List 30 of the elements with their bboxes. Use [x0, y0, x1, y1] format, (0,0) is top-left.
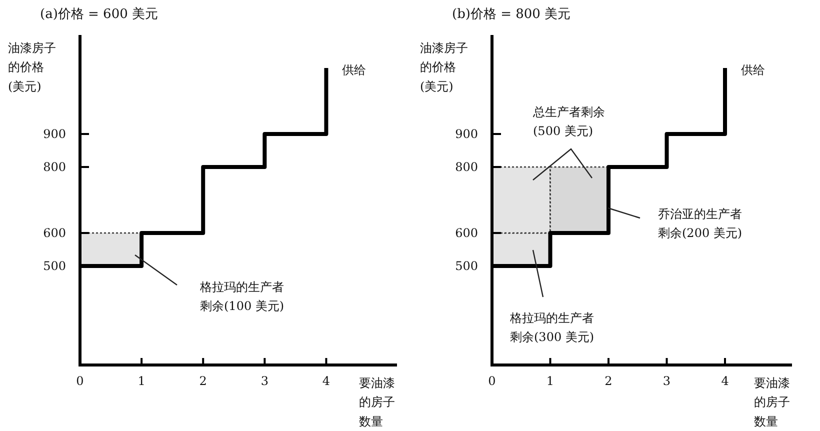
annotation: 乔治亚的生产者剩余(200 美元)	[658, 207, 742, 240]
xtick: 4	[721, 374, 729, 388]
ytick: 900	[43, 127, 66, 141]
xlabel: 要油漆的房子数量	[359, 376, 395, 428]
ytick: 500	[43, 259, 66, 273]
annotation: 总生产者剩余(500 美元)	[533, 105, 605, 138]
title: (a)价格 = 600 美元	[40, 7, 158, 22]
ylabel: 油漆房子的价格(美元)	[8, 41, 56, 94]
xtick: 2	[199, 374, 207, 388]
series-label: 供给	[741, 63, 765, 77]
xtick: 1	[546, 374, 554, 388]
xtick: 1	[138, 374, 146, 388]
ytick: 900	[455, 127, 478, 141]
xtick: 4	[322, 374, 330, 388]
title: (b)价格 = 800 美元	[452, 7, 571, 22]
xtick: 2	[604, 374, 612, 388]
annotation: 格拉玛的生产者剩余(100 美元)	[200, 280, 284, 314]
ytick: 800	[43, 160, 66, 174]
ytick: 600	[455, 226, 478, 240]
series-label: 供给	[342, 63, 366, 77]
xtick: 3	[662, 374, 671, 388]
xtick: 0	[76, 374, 84, 388]
ytick: 500	[455, 259, 478, 273]
xtick: 0	[488, 374, 496, 388]
xlabel: 要油漆的房子数量	[754, 376, 790, 428]
xtick: 3	[260, 374, 268, 388]
ytick: 600	[43, 226, 66, 240]
annotation: 格拉玛的生产者剩余(300 美元)	[510, 311, 594, 344]
ytick: 800	[455, 160, 478, 174]
ylabel: 油漆房子的价格(美元)	[420, 41, 468, 94]
